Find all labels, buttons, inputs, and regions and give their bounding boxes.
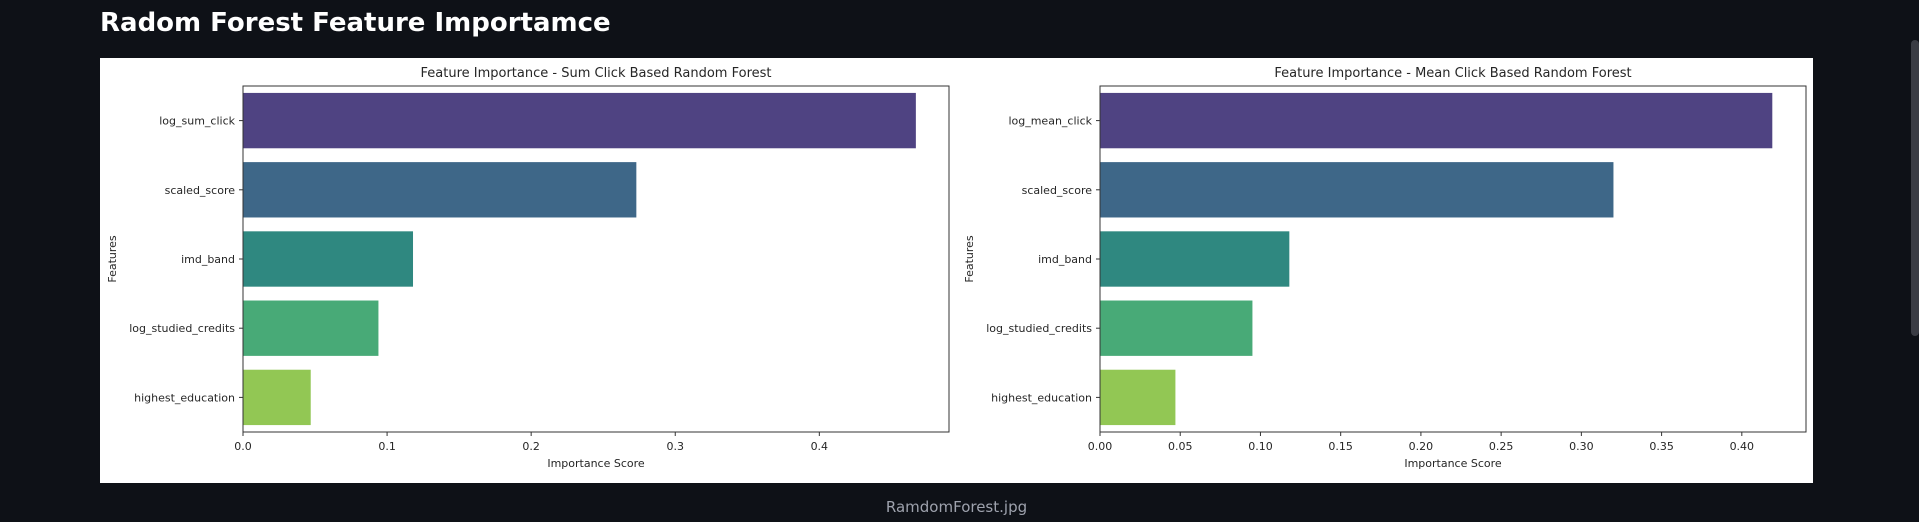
bar-scaled-score (243, 162, 637, 218)
x-axis-label: Importance Score (547, 457, 645, 470)
bar-log-studied-credits (1100, 300, 1253, 356)
bar-imd-band (243, 231, 414, 287)
x-tick-label: 0.20 (1409, 440, 1434, 453)
y-tick-label: highest_education (134, 391, 235, 404)
chart-title: Feature Importance - Sum Click Based Ran… (421, 66, 772, 81)
chart-title: Feature Importance - Mean Click Based Ra… (1274, 66, 1631, 81)
y-tick-label: imd_band (181, 253, 235, 266)
x-tick-label: 0.0 (234, 440, 252, 453)
x-tick-label: 0.2 (522, 440, 540, 453)
x-axis-label: Importance Score (1404, 457, 1502, 470)
x-tick-label: 0.30 (1569, 440, 1594, 453)
chart-figure: log_sum_click scaled_score imd_band log_stu… (100, 58, 1813, 483)
y-tick-label: scaled_score (1022, 184, 1093, 197)
x-tick-label: 0.10 (1248, 440, 1273, 453)
scrollbar[interactable] (1911, 40, 1919, 336)
x-tick-label: 0.15 (1328, 440, 1353, 453)
bar-scaled-score (1100, 162, 1614, 218)
x-tick-label: 0.25 (1489, 440, 1514, 453)
y-axis-label: Features (106, 235, 119, 283)
y-tick-label: log_mean_click (1008, 115, 1092, 128)
y-tick-label: log_studied_credits (986, 322, 1092, 335)
y-tick-label: log_sum_click (159, 115, 235, 128)
x-tick-label: 0.05 (1168, 440, 1193, 453)
x-tick-label: 0.00 (1088, 440, 1113, 453)
chart-panel-2: log_mean_click scaled_score imd_band log_st… (963, 66, 1807, 470)
bar-highest-education (243, 369, 311, 426)
bar-highest-education (1100, 369, 1176, 426)
bar-log-studied-credits (243, 300, 379, 356)
x-tick-label: 0.4 (811, 440, 829, 453)
y-tick-label: log_studied_credits (129, 322, 235, 335)
image-caption: RamdomForest.jpg (885, 498, 1028, 516)
x-tick-label: 0.40 (1730, 440, 1755, 453)
y-tick-label: scaled_score (165, 184, 236, 197)
y-axis-label: Features (963, 235, 976, 283)
page-title: Radom Forest Feature Importamce (100, 8, 611, 38)
x-tick-label: 0.3 (666, 440, 684, 453)
chart-svg: log_sum_click scaled_score imd_band log_stu… (106, 66, 1807, 470)
y-tick-label: highest_education (991, 391, 1092, 404)
x-tick-label: 0.1 (378, 440, 396, 453)
bar-imd-band (1100, 231, 1290, 287)
chart-panel-1: log_sum_click scaled_score imd_band log_stu… (106, 66, 950, 470)
bar-log-mean-click (1100, 92, 1773, 149)
y-tick-label: imd_band (1038, 253, 1092, 266)
bar-log-sum-click (243, 92, 916, 149)
x-tick-label: 0.35 (1649, 440, 1674, 453)
